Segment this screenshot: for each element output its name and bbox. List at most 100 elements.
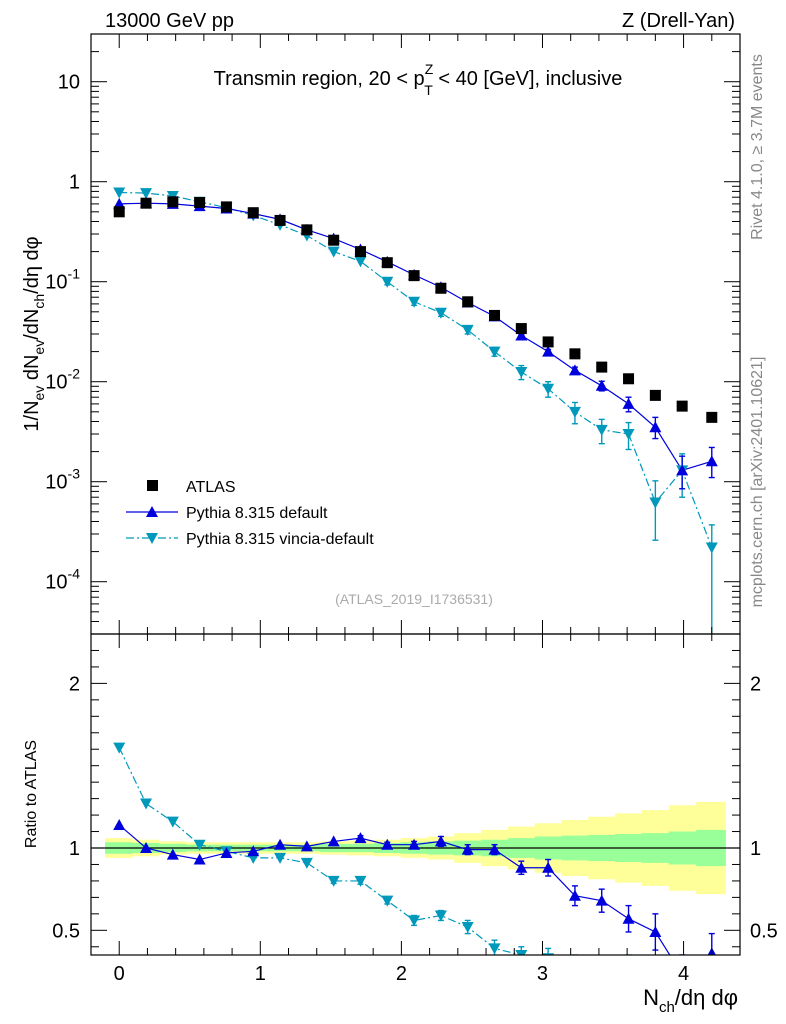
atlas-point <box>354 246 366 258</box>
vincia-point <box>381 276 394 288</box>
rivet-label: Rivet 4.1.0, ≥ 3.7M events <box>749 54 766 240</box>
ratio-axes: 0 1 2 3 4 0.5 0.5 1 1 2 2 <box>52 634 778 985</box>
atlas-point <box>706 411 718 423</box>
ratio-default-point <box>166 848 179 860</box>
default-point <box>622 397 635 409</box>
ratio-default-point <box>354 832 367 844</box>
ratio-ytick-label-right: 0.5 <box>750 920 778 942</box>
vincia-point <box>488 346 501 358</box>
ratio-default-point <box>542 861 555 873</box>
ratio-vincia-point <box>274 852 287 864</box>
ratio-default-point <box>220 846 233 858</box>
atlas-point <box>408 270 420 282</box>
ratio-vincia-point <box>381 895 394 907</box>
default-point <box>676 464 689 476</box>
default-point <box>595 379 608 391</box>
ratio-xtick-label: 3 <box>537 963 548 985</box>
atlas-point <box>140 197 152 209</box>
ratio-vincia-point <box>596 966 608 977</box>
ratio-vincia-point <box>515 950 528 955</box>
vincia-point <box>649 497 662 509</box>
vincia-point <box>354 256 367 268</box>
default-point <box>705 455 718 467</box>
atlas-point <box>194 196 206 208</box>
atlas-point <box>220 201 232 213</box>
ratio-default-point <box>488 843 501 855</box>
main-series-group <box>113 187 718 634</box>
atlas-point <box>515 323 527 335</box>
ratio-vincia-point <box>488 943 501 955</box>
ratio-vincia-point <box>434 910 447 922</box>
main-ytick-label: 1 <box>69 172 80 194</box>
ratio-vincia-point <box>623 963 635 974</box>
process-label: Z (Drell-Yan) <box>622 10 735 32</box>
ratio-ylabel: Ratio to ATLAS <box>23 740 40 848</box>
atlas-point <box>274 214 286 226</box>
vincia-point <box>542 383 555 395</box>
atlas-point <box>596 361 608 373</box>
vincia-point <box>434 307 447 319</box>
ratio-vincia-point <box>140 798 153 810</box>
ratio-default-point <box>568 889 581 901</box>
ratio-default-point <box>649 925 662 937</box>
vincia-point <box>568 406 581 418</box>
atlas-point <box>489 309 501 321</box>
main-ylabel: 1/Nev dNev/dNch/dη dφ <box>21 236 47 431</box>
main-ytick-label: 10-4 <box>45 566 80 594</box>
ratio-vincia-point <box>300 857 313 869</box>
ratio-default-point <box>595 894 608 906</box>
legend-vincia-marker <box>146 533 158 544</box>
atlas-point <box>167 196 179 208</box>
atlas-point <box>328 234 340 246</box>
atlas-point <box>435 282 447 294</box>
ratio-xlabel: Nch/dη dφ <box>643 985 738 1016</box>
ratio-ytick-label: 1 <box>69 838 80 860</box>
ratio-xtick-label: 0 <box>114 963 125 985</box>
main-ytick-label: 10 <box>58 72 80 94</box>
ratio-vincia-point <box>193 839 206 851</box>
main-ytick-label: 10-1 <box>45 266 80 294</box>
ratio-vincia-point <box>166 816 179 828</box>
atlas-point <box>381 257 393 269</box>
default-line <box>119 202 712 472</box>
ratio-ytick-label: 2 <box>69 673 80 695</box>
legend-atlas-label: ATLAS <box>186 479 236 496</box>
atlas-point <box>569 348 581 360</box>
ratio-vincia-point <box>408 915 421 927</box>
legend-default-label: Pythia 8.315 default <box>186 505 328 522</box>
default-point <box>649 421 662 433</box>
main-title: Transmin region, 20 < pZ T < 40 [GeV], in… <box>214 61 623 98</box>
ratio-default-point <box>140 842 153 853</box>
vincia-point <box>515 367 528 379</box>
vincia-point <box>408 296 421 308</box>
ratio-vincia-point <box>569 960 581 971</box>
vincia-point <box>461 324 474 336</box>
legend-atlas-marker <box>147 480 158 491</box>
ratio-default-point <box>434 835 447 847</box>
energy-label: 13000 GeV pp <box>105 10 234 32</box>
ratio-default-point <box>193 853 206 865</box>
default-point <box>542 345 555 357</box>
ratio-default-point <box>300 840 313 852</box>
atlas-point <box>676 400 688 412</box>
ratio-ytick-label: 0.5 <box>52 920 80 942</box>
legend-default-marker <box>146 506 158 517</box>
vincia-point <box>705 542 718 554</box>
ratio-frame <box>90 633 741 956</box>
default-point <box>113 197 126 209</box>
ratio-default-point <box>622 912 635 924</box>
ratio-xtick-label: 4 <box>678 963 689 985</box>
atlas-point <box>247 207 259 219</box>
ratio-default-point <box>247 845 260 857</box>
ratio-default-point <box>461 843 474 855</box>
ratio-ytick-label-right: 1 <box>750 838 761 860</box>
vincia-point <box>327 246 340 258</box>
ratio-default-point <box>408 838 421 850</box>
analysis-watermark: (ATLAS_2019_I1736531) <box>335 591 493 607</box>
ratio-vincia-point <box>354 875 367 887</box>
ratio-xtick-label: 2 <box>396 963 407 985</box>
atlas-point <box>113 206 125 218</box>
atlas-point <box>623 373 635 385</box>
ratio-vincia-point <box>113 742 126 754</box>
